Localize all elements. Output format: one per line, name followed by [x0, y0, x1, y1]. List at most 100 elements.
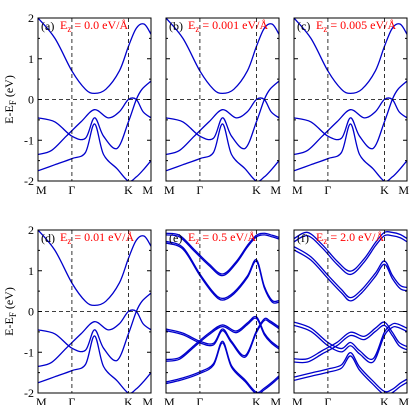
field-symbol: E [60, 230, 67, 244]
band-line-1-2 [166, 232, 279, 275]
band-line-1 [294, 18, 407, 95]
band-line-4 [294, 123, 407, 181]
band-line-2-2 [166, 240, 279, 303]
panel-label: (a) [41, 19, 54, 33]
band-line-1 [38, 230, 151, 307]
field-symbol: E [188, 18, 195, 32]
field-symbol: E [316, 18, 323, 32]
band-line-4-1 [166, 317, 279, 362]
x-tick-label: M [36, 183, 47, 197]
band-line-2-1 [166, 242, 279, 304]
panel-b: M Γ K M(b) Ez = 0.001 eV/Å [164, 17, 281, 197]
field-symbol: E [316, 230, 323, 244]
y-tick-label: 1 [28, 52, 34, 66]
x-tick-label: M [164, 395, 175, 405]
band-group [38, 230, 151, 393]
panel-c: M Γ K M(c) Ez = 0.005 eV/Å [292, 17, 409, 197]
band-line-3 [38, 309, 151, 368]
band-line-4 [38, 123, 151, 181]
band-line-1-1 [166, 234, 279, 277]
band-line-4-1 [294, 324, 407, 364]
band-line-2 [166, 80, 279, 150]
x-tick-label: Γ [324, 395, 331, 405]
x-tick-label: K [252, 395, 261, 405]
band-line-5-2 [166, 340, 279, 393]
band-line-2-2 [294, 246, 407, 299]
field-value: = 0.001 eV/Å [199, 18, 268, 32]
field-value: = 0.5 eV/Å [199, 230, 256, 244]
x-tick-label: Γ [196, 183, 203, 197]
field-subscript: z [195, 236, 199, 246]
x-tick-label: M [292, 183, 303, 197]
x-tick-label: M [398, 395, 409, 405]
band-line-1-1 [294, 234, 407, 276]
field-label: Ez = 0.001 eV/Å [188, 18, 268, 34]
field-subscript: z [67, 236, 71, 246]
band-line-4 [38, 335, 151, 393]
panel-label: (b) [169, 19, 183, 33]
band-line-3 [38, 97, 151, 156]
band-line-2 [38, 292, 151, 362]
y-tick-label: 0 [28, 93, 34, 107]
x-tick-label: M [270, 395, 281, 405]
field-label: Ez = 0.5 eV/Å [188, 230, 256, 246]
band-line-3-2 [294, 321, 407, 361]
band-line-5-1 [294, 355, 407, 393]
x-tick-label: K [252, 183, 261, 197]
band-line-4-2 [166, 315, 279, 361]
panel-label: (d) [41, 231, 55, 245]
field-label: Ez = 0.0 eV/Å [60, 18, 128, 34]
band-line-1 [38, 18, 151, 95]
ylabel-subscript: F [8, 312, 18, 317]
band-line-3-2 [166, 317, 279, 357]
band-line-4 [166, 123, 279, 181]
x-tick-label: M [292, 395, 303, 405]
band-group [166, 232, 279, 393]
field-subscript: z [323, 24, 327, 34]
band-line-4-2 [294, 321, 407, 361]
field-value: = 0.005 eV/Å [327, 18, 396, 32]
x-tick-label: M [142, 183, 153, 197]
band-group [294, 230, 407, 393]
x-tick-label: Γ [324, 183, 331, 197]
band-line-3-1 [166, 319, 279, 358]
band-line-2 [38, 80, 151, 150]
y-axis-label: E-EF (eV) [2, 75, 18, 124]
y-tick-label: -1 [24, 345, 34, 359]
x-tick-label: M [164, 183, 175, 197]
panel-label: (e) [169, 231, 182, 245]
field-subscript: z [323, 236, 327, 246]
x-tick-label: K [124, 183, 133, 197]
x-tick-label: K [380, 183, 389, 197]
band-group [294, 18, 407, 181]
y-tick-label: 2 [28, 11, 34, 25]
ylabel-main: E-E [2, 105, 16, 124]
x-tick-label: K [124, 395, 133, 405]
field-value: = 0.0 eV/Å [71, 18, 128, 32]
x-tick-label: M [36, 395, 47, 405]
ylabel-subscript: F [8, 100, 18, 105]
band-group [166, 18, 279, 181]
band-line-1 [166, 18, 279, 95]
panel-label: (f) [297, 231, 309, 245]
y-tick-label: 1 [28, 264, 34, 278]
x-tick-label: M [142, 395, 153, 405]
field-label: Ez = 2.0 eV/Å [316, 230, 384, 246]
panel-e: M Γ K M(e) Ez = 0.5 eV/Å [164, 229, 281, 409]
field-symbol: E [60, 18, 67, 32]
band-line-3-1 [294, 324, 407, 364]
field-value: = 0.01 eV/Å [71, 230, 134, 244]
field-label: Ez = 0.01 eV/Å [60, 230, 134, 246]
y-tick-label: -2 [24, 174, 34, 188]
y-tick-label: -1 [24, 133, 34, 147]
band-group [38, 18, 151, 181]
band-line-2-1 [294, 249, 407, 302]
band-line-5-1 [166, 342, 279, 393]
field-symbol: E [188, 230, 195, 244]
y-axis-label: E-EF (eV) [2, 287, 18, 336]
panel-f: M Γ K M(f) Ez = 2.0 eV/Å [292, 229, 409, 409]
x-tick-label: Γ [196, 395, 203, 405]
band-line-1-2 [294, 230, 407, 272]
